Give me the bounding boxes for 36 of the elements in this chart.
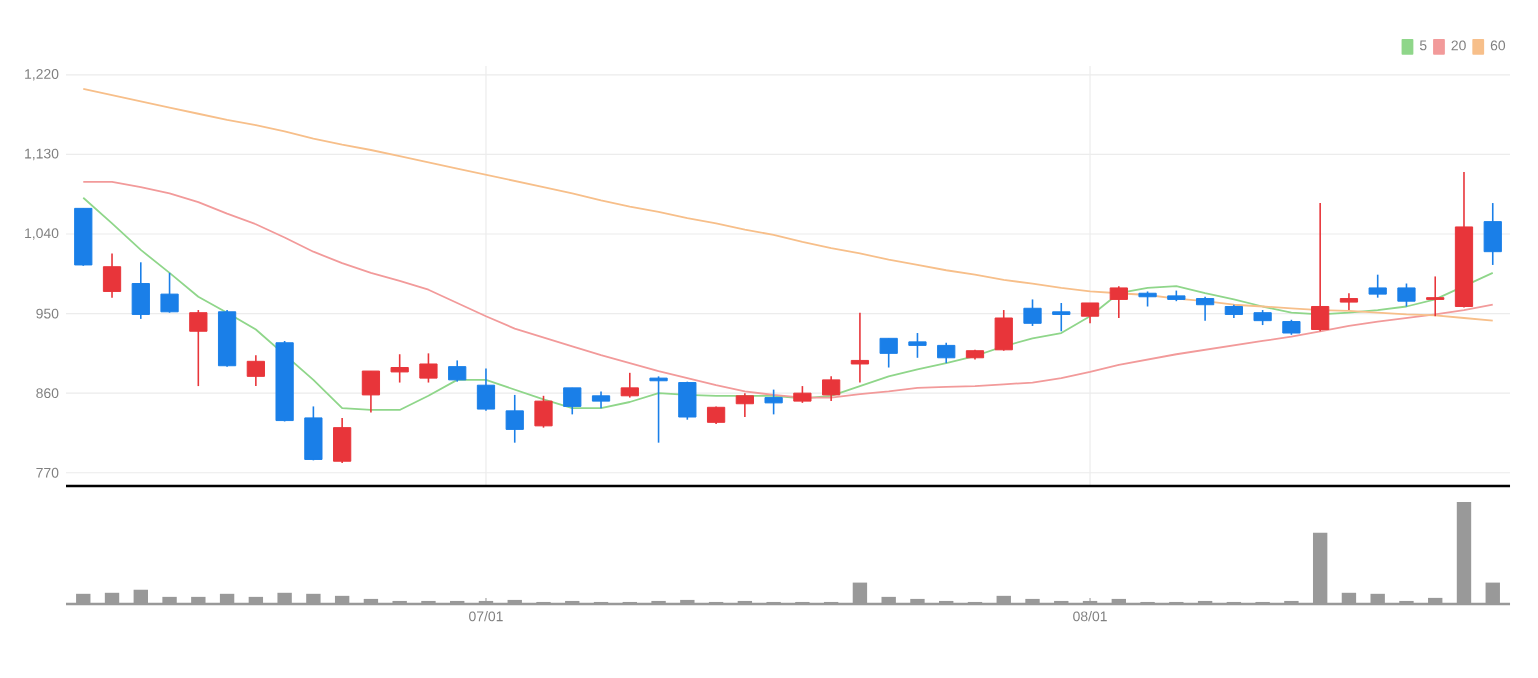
- candlestick: [1023, 298, 1042, 327]
- candlestick: [879, 337, 898, 369]
- candlestick: [764, 388, 783, 416]
- candlestick: [994, 309, 1013, 352]
- candlestick: [1397, 282, 1416, 308]
- candlestick: [419, 352, 438, 384]
- candlestick: [908, 332, 927, 359]
- candlestick: [1080, 302, 1100, 325]
- candlestick: [649, 375, 668, 444]
- candlestick: [822, 375, 841, 402]
- candlestick: [390, 353, 409, 384]
- candlestick: [189, 309, 208, 387]
- candlestick: [678, 380, 697, 421]
- candlestick: [333, 417, 352, 464]
- candlestick: [102, 252, 122, 299]
- candlestick: [131, 261, 150, 320]
- candlestick: [1109, 285, 1128, 319]
- candlestick: [1195, 295, 1215, 322]
- candlestick: [304, 405, 323, 462]
- candlestick: [1311, 202, 1330, 333]
- candlestick: [246, 354, 265, 387]
- candlestick: [505, 394, 524, 444]
- candlestick: [361, 370, 381, 414]
- candlestick: [1052, 302, 1071, 333]
- candlestick: [160, 272, 179, 314]
- candlestick: [620, 372, 639, 399]
- candlestick: [563, 387, 582, 416]
- candlestick: [735, 392, 754, 418]
- candlestick: [1368, 273, 1387, 299]
- candlestick: [448, 359, 467, 383]
- candlestick: [1483, 202, 1502, 266]
- candlestick: [476, 367, 496, 412]
- candlestick: [1426, 275, 1445, 318]
- candlestick: [534, 395, 553, 429]
- candlestick: [937, 341, 956, 364]
- candlestick: [850, 311, 870, 384]
